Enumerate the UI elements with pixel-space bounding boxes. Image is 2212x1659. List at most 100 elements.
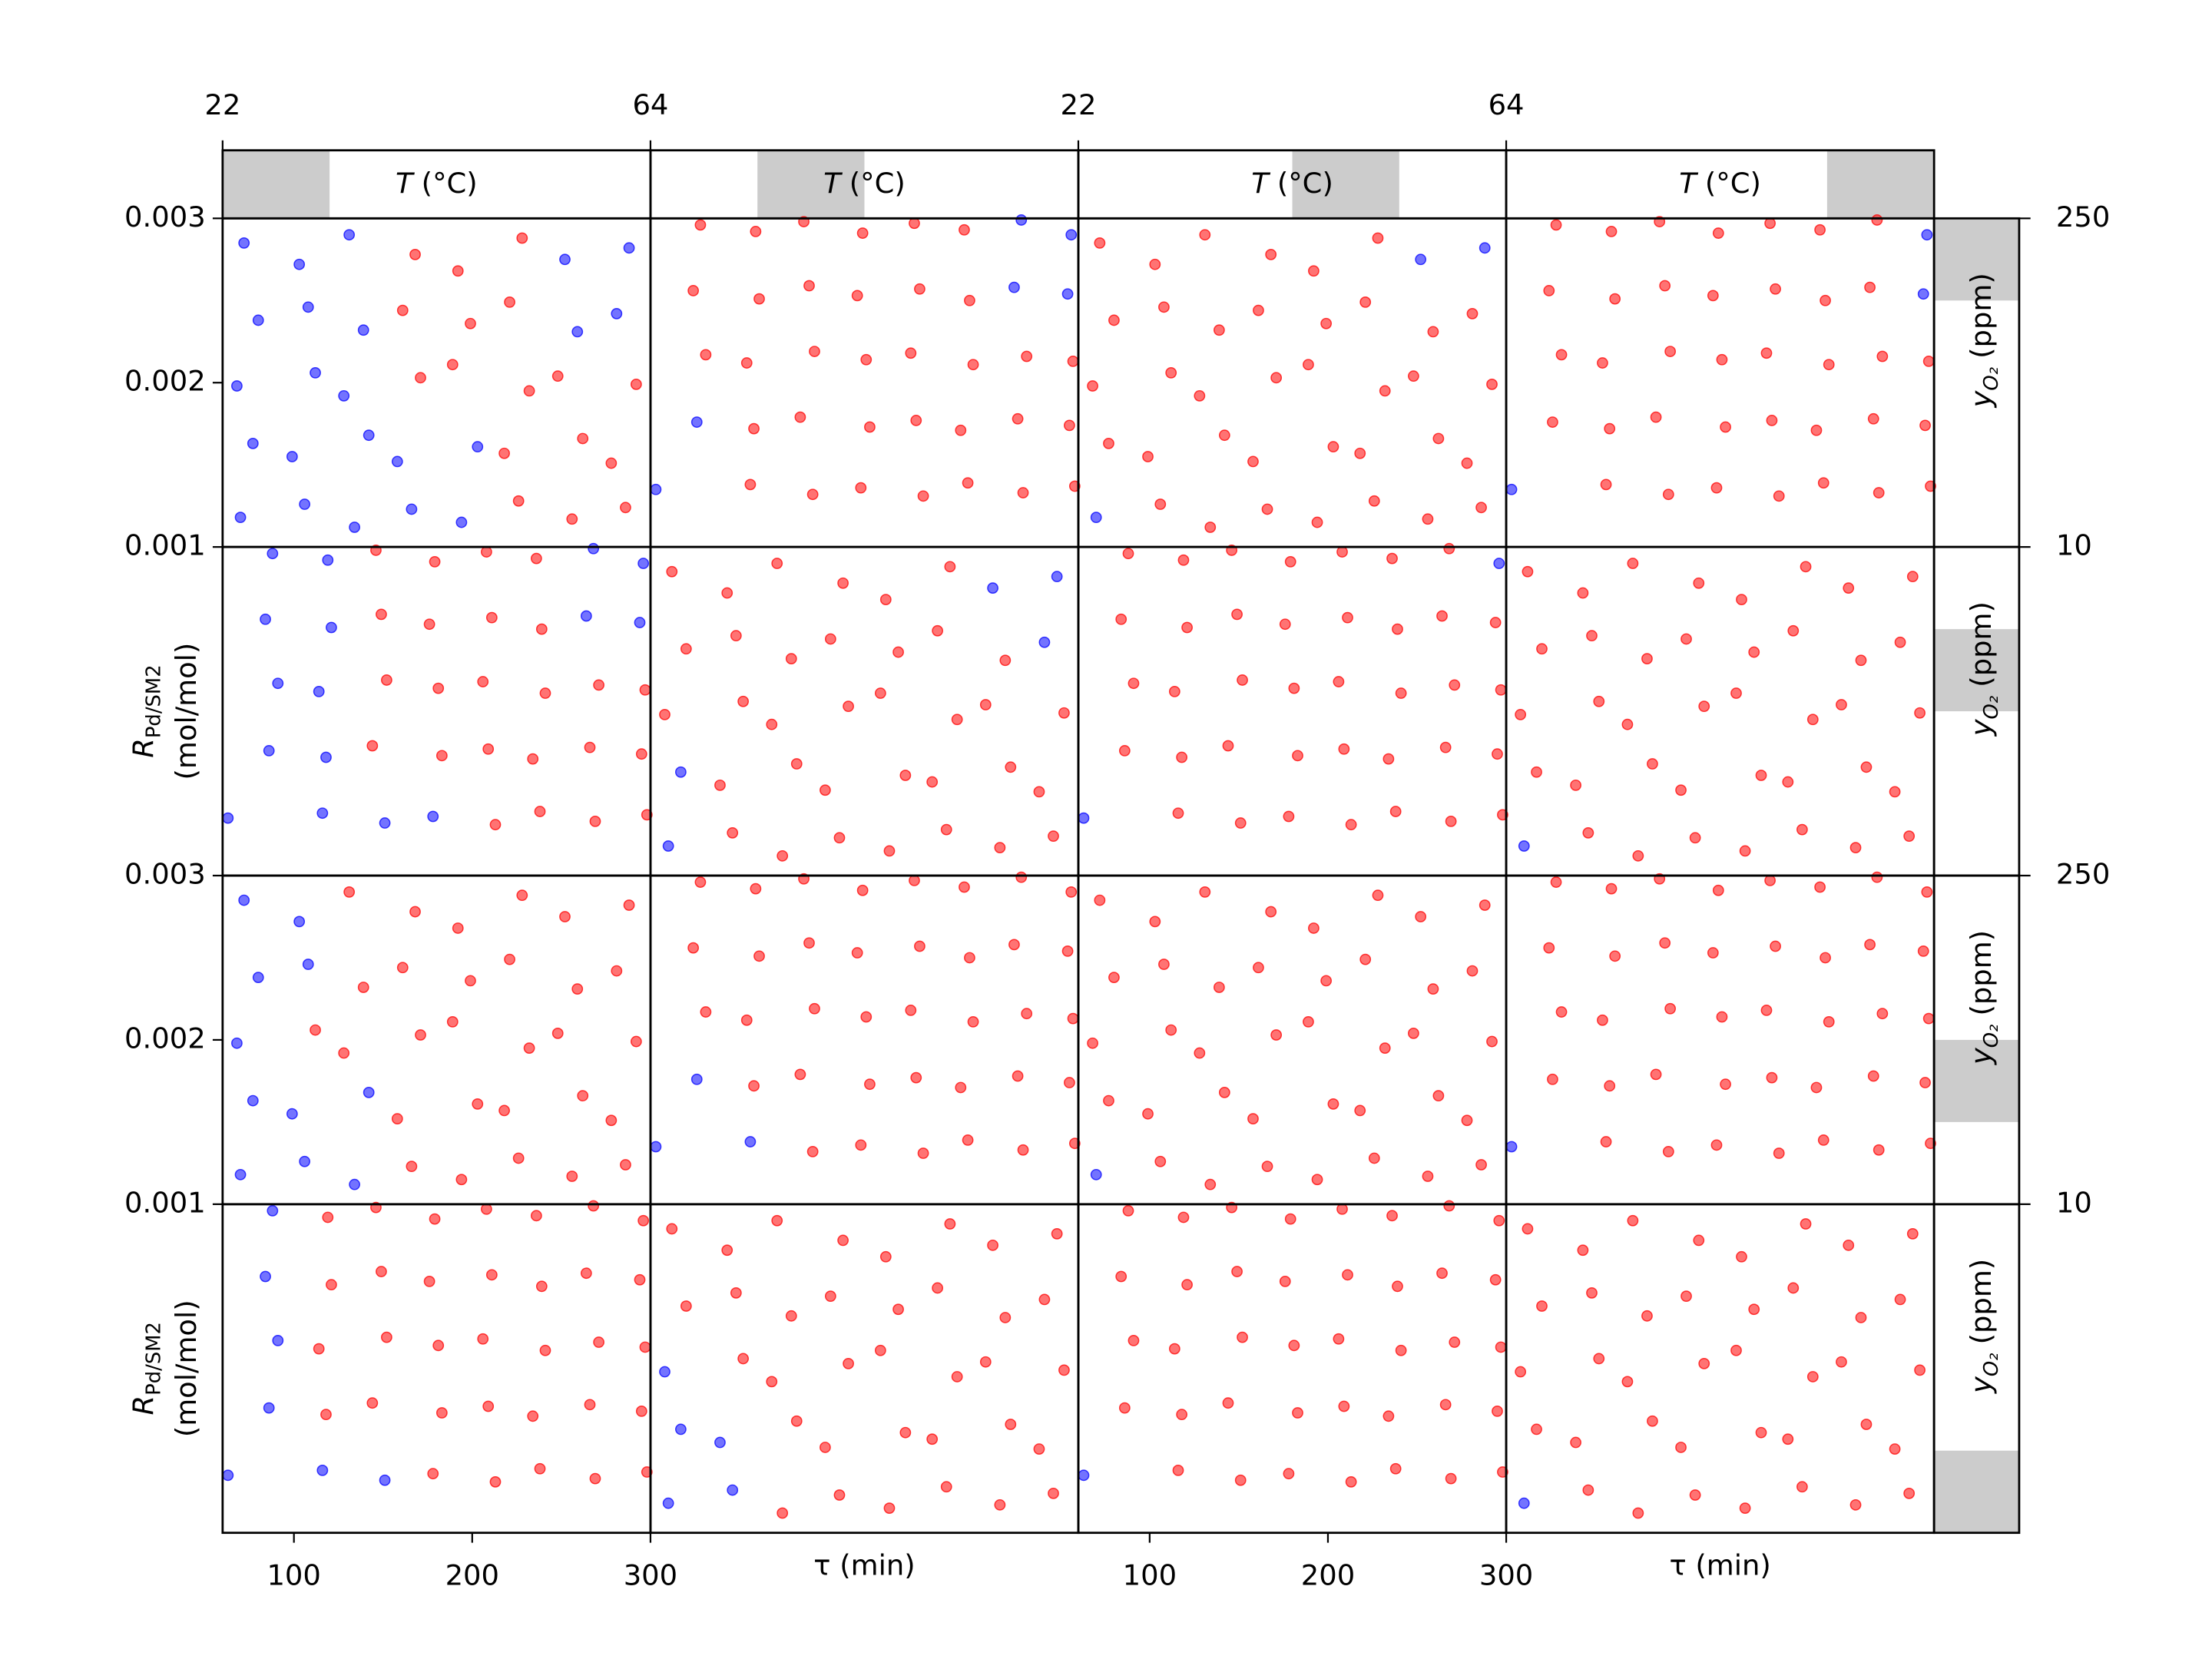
data-point	[1449, 1336, 1461, 1348]
data-point	[1327, 441, 1339, 453]
data-point	[1817, 477, 1830, 489]
data-point	[879, 594, 892, 605]
data-point	[999, 1312, 1012, 1323]
data-point	[1806, 1371, 1819, 1382]
data-point	[1760, 1005, 1773, 1016]
data-point	[1443, 1200, 1455, 1212]
data-point	[1609, 293, 1621, 305]
data-point	[320, 751, 332, 763]
data-point	[376, 1266, 387, 1277]
data-point	[452, 922, 464, 934]
right-label-subscript: O₂	[1980, 367, 2003, 391]
data-point	[535, 1280, 548, 1293]
data-point	[584, 1399, 596, 1411]
data-point	[1479, 899, 1491, 911]
data-point	[1432, 1090, 1445, 1102]
data-point	[429, 1213, 441, 1225]
data-point	[1172, 1465, 1184, 1476]
data-point	[1536, 643, 1548, 655]
data-point	[1345, 819, 1357, 831]
data-point	[1860, 1419, 1873, 1430]
data-point	[874, 1344, 886, 1356]
panel-frame	[649, 545, 1080, 877]
data-point	[530, 1210, 542, 1222]
data-point	[700, 1006, 712, 1018]
data-point	[1445, 1472, 1457, 1485]
top-tick-label: 64	[1488, 88, 1525, 121]
data-point	[1237, 1331, 1248, 1343]
data-point	[905, 347, 917, 359]
data-point	[744, 1136, 757, 1147]
data-point	[1495, 1341, 1507, 1353]
data-point	[409, 248, 421, 260]
data-point	[605, 1114, 618, 1127]
data-point	[1871, 871, 1883, 883]
data-point	[674, 1423, 687, 1435]
data-point	[1270, 372, 1283, 384]
data-point	[498, 1104, 510, 1117]
data-point	[415, 1029, 426, 1041]
data-point	[1627, 558, 1639, 569]
data-point	[1058, 707, 1070, 719]
data-point	[940, 823, 952, 836]
data-point	[1479, 242, 1491, 254]
data-point	[1118, 1402, 1131, 1414]
data-point	[1505, 483, 1518, 495]
data-point	[1550, 219, 1562, 231]
data-point	[480, 1203, 492, 1215]
data-point	[343, 229, 356, 241]
data-point	[1149, 916, 1161, 928]
data-point	[1894, 1293, 1906, 1306]
data-point	[843, 1357, 854, 1369]
data-point	[1864, 939, 1876, 951]
data-point	[864, 421, 876, 433]
data-point	[1199, 229, 1211, 241]
data-point	[489, 1475, 502, 1488]
data-point	[1303, 359, 1314, 371]
data-point	[1436, 610, 1448, 622]
data-point	[967, 359, 979, 371]
data-point	[231, 380, 243, 392]
data-point	[666, 1223, 678, 1235]
right-label-unit: (ppm)	[1965, 601, 1998, 687]
panel-frame	[221, 217, 652, 548]
data-point	[1382, 1410, 1395, 1422]
data-point	[1427, 983, 1439, 995]
data-point	[316, 1465, 329, 1476]
data-point	[1345, 1475, 1357, 1488]
data-point	[851, 947, 863, 959]
data-point	[967, 1016, 979, 1028]
data-point	[1903, 1487, 1916, 1499]
data-point	[1395, 1344, 1407, 1356]
data-point	[1836, 1356, 1847, 1368]
data-point	[527, 1410, 539, 1422]
data-point	[435, 750, 448, 762]
data-point	[379, 817, 391, 829]
x-tick-label: 200	[1301, 1558, 1355, 1591]
data-point	[1489, 617, 1502, 628]
data-point	[1168, 1343, 1181, 1355]
data-point	[1486, 1035, 1498, 1048]
data-point	[926, 776, 939, 788]
data-point	[1843, 582, 1855, 594]
data-point	[1515, 1366, 1527, 1378]
data-point	[1647, 1415, 1658, 1427]
data-point	[785, 1310, 797, 1322]
data-point	[979, 1356, 992, 1368]
data-point	[1122, 1205, 1134, 1217]
data-point	[512, 495, 525, 507]
data-point	[1505, 1141, 1518, 1153]
data-point	[883, 1502, 896, 1514]
panel-frame	[649, 1203, 1080, 1535]
temperature-range-box	[757, 150, 865, 219]
data-point	[593, 1336, 604, 1348]
data-point	[1681, 1290, 1692, 1303]
data-point	[892, 646, 904, 658]
data-point	[994, 1498, 1006, 1511]
data-point	[917, 1147, 929, 1159]
data-point	[1871, 214, 1883, 226]
data-point	[1165, 1024, 1177, 1036]
data-point	[293, 916, 306, 928]
data-point	[1427, 326, 1439, 338]
data-point	[1543, 285, 1555, 296]
